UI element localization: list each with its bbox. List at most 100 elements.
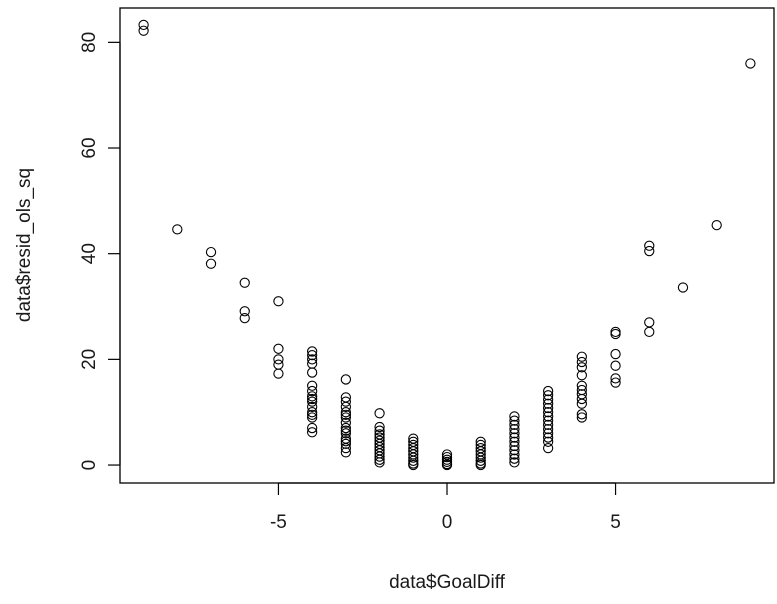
data-point [340, 374, 352, 385]
x-tick-label: -5 [270, 512, 287, 533]
data-point [408, 459, 419, 471]
data-point [374, 454, 385, 465]
data-point [509, 453, 520, 464]
data-point [644, 245, 655, 257]
data-point [273, 296, 284, 307]
data-point [542, 402, 554, 414]
data-point [340, 412, 352, 423]
data-point [509, 445, 520, 456]
data-point [711, 220, 722, 231]
y-tick-label: 60 [79, 137, 100, 158]
data-point [509, 449, 520, 460]
data-point [307, 422, 318, 434]
data-point [542, 385, 554, 397]
data-point [610, 328, 621, 340]
data-point [576, 380, 587, 391]
data-point [542, 411, 554, 422]
data-point [542, 390, 554, 401]
plot-frame [119, 7, 775, 484]
data-point [610, 348, 621, 360]
data-point [273, 359, 284, 370]
data-point [509, 423, 520, 435]
data-point [542, 436, 554, 447]
data-point [610, 373, 621, 384]
x-axis-label: data$GoalDiff [389, 572, 506, 593]
data-point [307, 396, 318, 407]
data-point [239, 306, 250, 317]
x-axis: -5 0 5 [270, 482, 621, 533]
data-point [307, 412, 318, 423]
data-point [644, 326, 655, 338]
data-point [576, 393, 587, 405]
data-point [205, 258, 217, 269]
data-point [340, 407, 352, 418]
data-point [475, 452, 486, 463]
data-point [340, 442, 352, 454]
data-point [307, 385, 318, 397]
data-point [408, 452, 419, 463]
data-point [307, 380, 318, 391]
data-point [475, 459, 486, 471]
data-point [745, 58, 756, 69]
y-tick-label: 20 [79, 349, 100, 370]
data-point [576, 351, 587, 362]
x-tick-label: 0 [442, 512, 453, 533]
data-point [138, 25, 149, 36]
data-point [340, 428, 352, 439]
data-point [307, 427, 318, 438]
data-point [307, 401, 318, 413]
data-point [408, 455, 419, 466]
data-point [542, 423, 554, 435]
data-point [374, 457, 385, 468]
data-point [542, 419, 554, 431]
data-point [509, 457, 520, 468]
data-point [273, 354, 284, 365]
data-point [576, 412, 587, 423]
data-point [542, 394, 554, 405]
data-point [509, 419, 520, 431]
data-point [644, 240, 655, 251]
data-point [441, 451, 453, 463]
data-point [307, 346, 318, 357]
data-point [172, 224, 183, 235]
y-axis-label: data$resid_ols_sq [14, 168, 35, 322]
data-point [475, 455, 486, 466]
data-point [576, 398, 587, 409]
data-point [509, 415, 520, 426]
data-point [307, 349, 318, 361]
data-point [340, 409, 352, 420]
data-point [374, 408, 385, 419]
data-point [340, 425, 352, 436]
data-point [509, 432, 520, 443]
y-axis: 0 20 40 60 80 [79, 32, 121, 471]
data-point [273, 343, 284, 354]
data-point [205, 246, 217, 258]
points-layer [138, 19, 756, 471]
data-point [239, 313, 250, 324]
y-tick-label: 0 [79, 460, 100, 471]
data-point [239, 277, 250, 288]
data-point [307, 407, 318, 418]
data-point [677, 282, 689, 293]
data-point [374, 421, 385, 433]
data-point [542, 428, 554, 439]
data-point [542, 398, 554, 409]
data-point [610, 360, 621, 371]
data-point [138, 19, 149, 31]
data-point [340, 438, 352, 450]
data-point [340, 447, 352, 458]
y-tick-label: 80 [79, 32, 100, 53]
data-point [542, 432, 554, 443]
data-point [509, 428, 520, 439]
data-point [542, 415, 554, 426]
y-tick-label: 40 [79, 243, 100, 264]
data-point [576, 356, 587, 368]
data-point [509, 411, 520, 422]
data-point [509, 436, 520, 447]
data-point [374, 425, 385, 436]
data-point [273, 368, 284, 379]
data-point [340, 422, 352, 434]
data-point [610, 326, 621, 338]
data-point [644, 317, 655, 328]
